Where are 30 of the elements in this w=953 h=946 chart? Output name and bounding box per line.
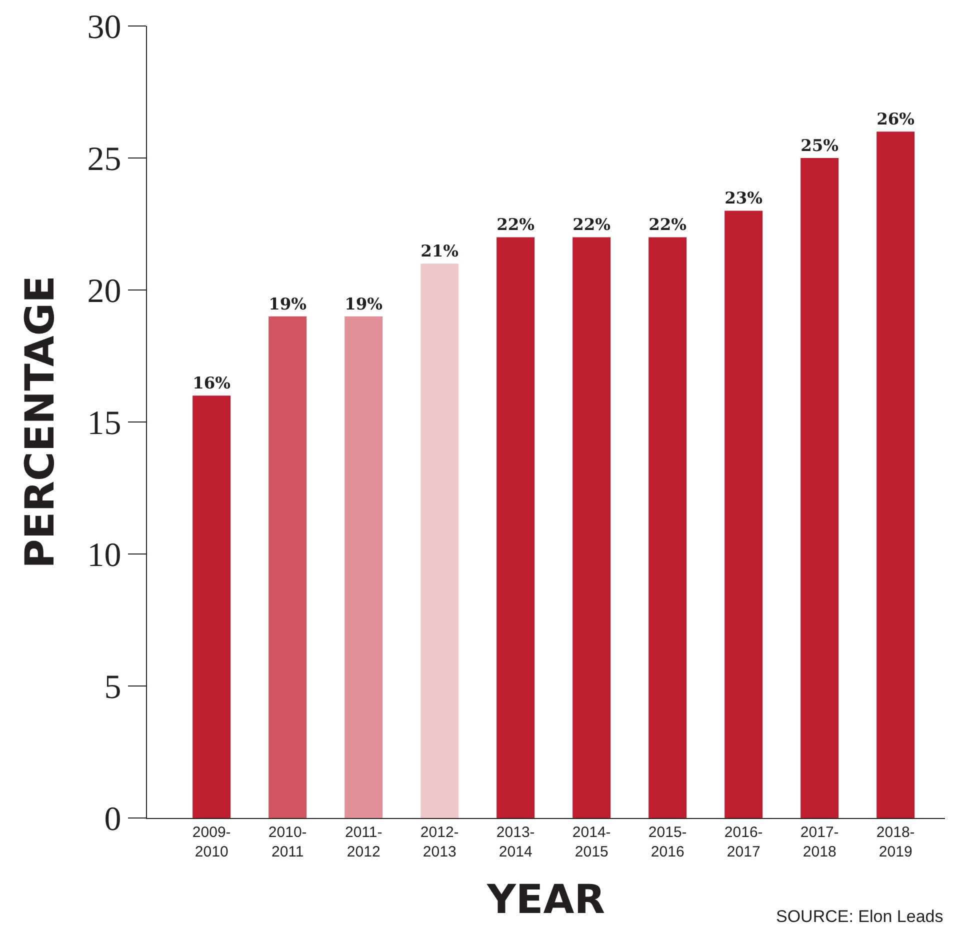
data-label: 26% — [876, 110, 916, 129]
y-tick-label: 5 — [104, 668, 122, 706]
x-tick-label: 2010- 2011 — [268, 824, 307, 860]
y-tick-label: 15 — [87, 404, 122, 442]
x-tick-label: 2015- 2016 — [648, 824, 687, 860]
data-label: 21% — [420, 242, 460, 261]
y-tick-label: 30 — [87, 8, 122, 46]
x-tick-label: 2017- 2018 — [800, 824, 839, 860]
x-tick-label: 2016- 2017 — [724, 824, 763, 860]
x-tick-label: 2014- 2015 — [572, 824, 611, 860]
source-note: SOURCE: Elon Leads — [776, 907, 944, 926]
data-label: 22% — [648, 215, 688, 234]
data-label: 23% — [724, 188, 764, 208]
data-label: 25% — [800, 136, 840, 155]
y-axis-title: PERCENTAGE — [18, 276, 64, 568]
y-tick-label: 25 — [87, 140, 122, 178]
data-label: 19% — [268, 294, 308, 314]
y-tick-label: 0 — [104, 800, 122, 838]
x-tick-label: 2013- 2014 — [496, 824, 535, 860]
x-tick-label: 2018- 2019 — [876, 824, 915, 860]
x-tick-label: 2009- 2010 — [192, 824, 231, 860]
data-label: 19% — [344, 294, 384, 314]
x-tick-label: 2011- 2012 — [344, 824, 382, 860]
y-tick-label: 20 — [87, 272, 122, 310]
y-tick-label: 10 — [87, 536, 122, 574]
data-label: 22% — [572, 215, 612, 234]
x-axis-title: YEAR — [486, 877, 606, 923]
data-label: 22% — [496, 215, 536, 234]
data-label: 16% — [192, 374, 232, 393]
x-tick-label: 2012- 2013 — [420, 824, 459, 860]
